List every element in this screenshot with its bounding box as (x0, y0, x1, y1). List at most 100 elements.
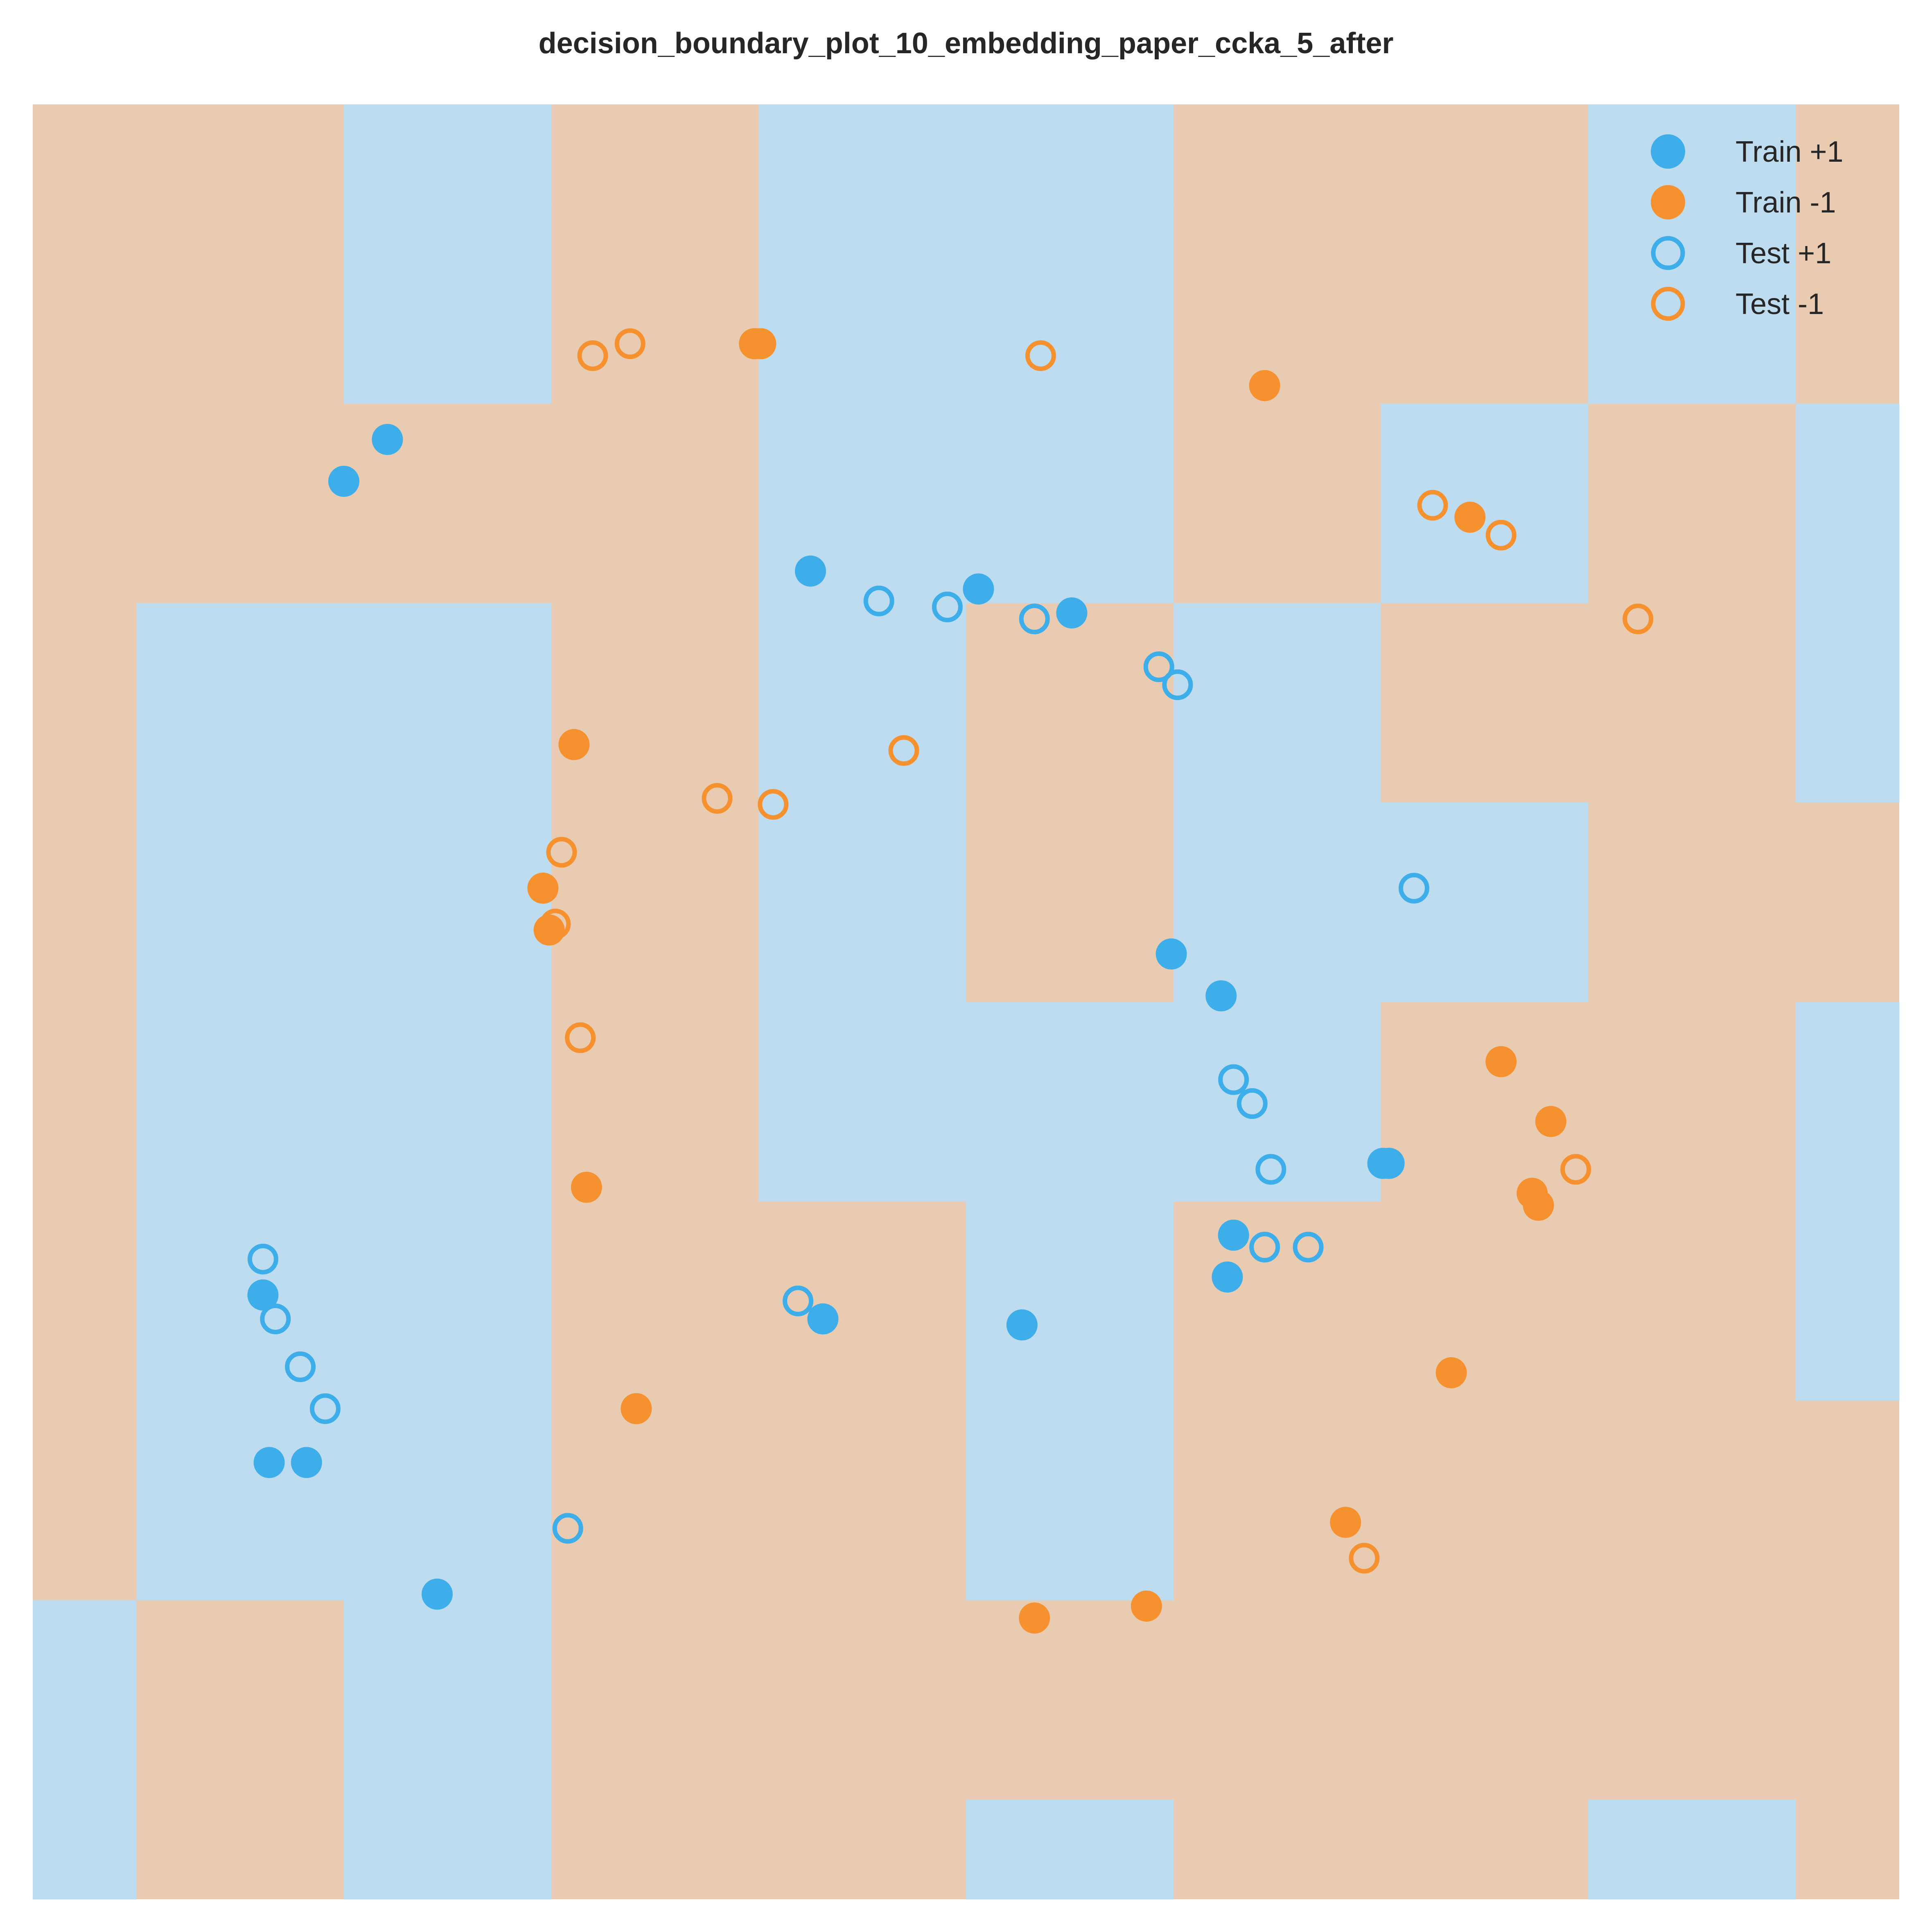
legend-marker (1651, 134, 1685, 169)
data-point (1218, 1219, 1249, 1251)
data-point (540, 908, 571, 940)
data-point (932, 592, 963, 623)
data-point (1454, 502, 1486, 533)
region-cell-positive (1173, 802, 1381, 1002)
region-cell-positive (966, 104, 1174, 205)
data-point (247, 1243, 278, 1274)
data-point (1212, 1261, 1243, 1293)
data-point (1523, 1189, 1554, 1221)
region-cell-positive (1588, 1799, 1796, 1900)
region-cell-positive (33, 1600, 137, 1800)
data-point (1006, 1309, 1038, 1341)
region-cell-positive (1173, 603, 1381, 803)
data-point (546, 837, 577, 868)
data-point (1485, 520, 1517, 551)
data-point (1435, 1357, 1467, 1389)
data-point (533, 914, 565, 946)
region-cell-positive (758, 603, 966, 803)
region-cell-positive (758, 1002, 966, 1202)
legend-label: Train -1 (1736, 186, 1836, 219)
data-point (1019, 603, 1050, 635)
data-point (1349, 1543, 1380, 1574)
region-cell-positive (136, 802, 344, 1002)
data-point (1255, 1154, 1286, 1185)
region-cell-positive (758, 104, 966, 205)
legend-label: Test -1 (1736, 288, 1824, 321)
data-point (963, 573, 994, 605)
data-point (565, 1022, 596, 1053)
legend-marker (1651, 185, 1685, 219)
region-cell-positive (966, 1799, 1174, 1900)
region-cell-positive (758, 204, 966, 404)
region-cell-positive (344, 1002, 552, 1202)
region-cell-positive (344, 1201, 552, 1401)
data-point (1398, 872, 1429, 904)
data-point (758, 789, 789, 820)
data-point (1485, 1046, 1517, 1078)
region-cell-positive (136, 603, 344, 803)
region-cell-positive (136, 1201, 344, 1401)
region-cell-positive (344, 1799, 552, 1900)
region-cell-positive (1795, 1201, 1900, 1401)
series-train-1 (527, 328, 1566, 1634)
region-cell-positive (758, 403, 966, 603)
region-cell-positive (966, 204, 1174, 404)
data-point (577, 340, 608, 371)
data-point (888, 735, 919, 766)
data-point (1056, 597, 1088, 629)
data-point (614, 328, 646, 359)
series-test-1 (247, 585, 1429, 1544)
data-point (1560, 1154, 1591, 1185)
region-cell-positive (1795, 403, 1900, 603)
data-point (621, 1393, 652, 1424)
data-point (422, 1578, 453, 1610)
region-cell-positive (344, 1401, 552, 1600)
region-cell-positive (966, 1201, 1174, 1401)
data-point (558, 729, 590, 760)
legend: Train +1 Train -1 Test +1 Test -1 (1651, 134, 1843, 321)
region-cell-positive (344, 204, 552, 404)
data-point (552, 1513, 583, 1544)
data-point (253, 1447, 285, 1478)
data-point (1025, 340, 1056, 371)
region-cell-positive (1795, 603, 1900, 803)
region-cell-positive (33, 1799, 137, 1900)
data-point (702, 783, 733, 814)
region-cell-positive (344, 802, 552, 1002)
data-point (1131, 1590, 1162, 1622)
data-point (745, 328, 776, 359)
data-points (247, 328, 1654, 1634)
data-point (1019, 1602, 1050, 1634)
region-cell-positive (966, 1002, 1174, 1202)
region-cell-positive (136, 1401, 344, 1600)
data-point (260, 1304, 291, 1335)
data-point (527, 872, 559, 904)
region-cell-positive (1173, 1002, 1381, 1202)
data-point (1237, 1088, 1268, 1119)
data-point (372, 424, 403, 455)
data-point (1143, 651, 1174, 682)
data-point (328, 465, 359, 497)
data-point (1417, 490, 1448, 521)
data-point (795, 555, 826, 587)
data-point (571, 1172, 602, 1203)
data-point (1218, 1064, 1249, 1095)
region-cell-positive (136, 1002, 344, 1202)
region-cell-positive (1795, 1002, 1900, 1202)
series-train-1 (247, 424, 1405, 1610)
data-point (309, 1393, 341, 1424)
data-point (1623, 603, 1654, 635)
chart-title: decision_boundary_plot_10_embedding_pape… (539, 27, 1394, 60)
data-point (247, 1279, 279, 1311)
region-cell-positive (344, 104, 552, 205)
data-point (863, 585, 894, 617)
data-point (1293, 1232, 1324, 1263)
legend-label: Train +1 (1736, 136, 1843, 168)
data-point (1249, 1232, 1280, 1263)
legend-marker (1651, 236, 1685, 270)
data-point (1249, 370, 1280, 401)
data-point (1373, 1148, 1405, 1179)
region-cell-positive (966, 403, 1174, 603)
region-cell-positive (966, 1401, 1174, 1600)
